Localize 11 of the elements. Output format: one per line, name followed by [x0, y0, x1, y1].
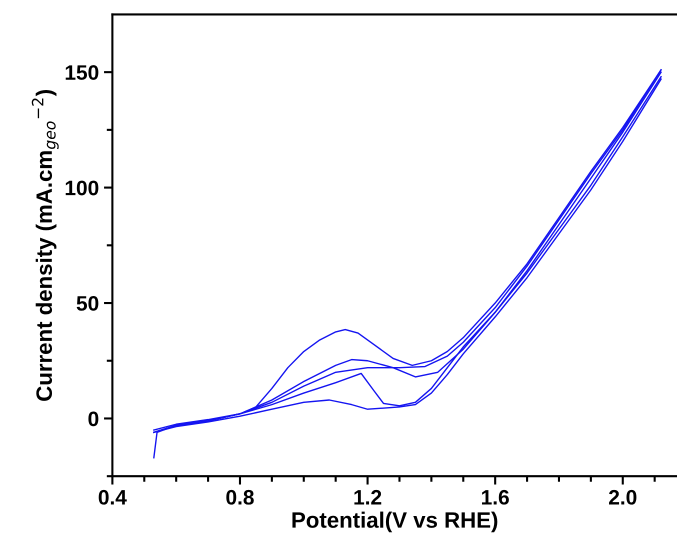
y-tick-label: 50 — [76, 296, 98, 311]
x-tick-label: 1.2 — [354, 490, 382, 504]
y-tick-label: 150 — [66, 65, 98, 80]
x-tick-label: 2.0 — [609, 490, 636, 505]
x-tick-label: 0.8 — [226, 490, 254, 505]
y-axis-title: Current density (mA.cm$_{geo}$$^{−2}$) — [32, 90, 59, 401]
x-axis-title: Potential(V vs RHE) — [292, 512, 498, 532]
x-tick-label: 1.6 — [482, 490, 509, 505]
x-tick-label: 0.4 — [98, 490, 127, 505]
y-tick-label: 0 — [88, 411, 98, 426]
y-tick-label: 100 — [66, 180, 98, 196]
